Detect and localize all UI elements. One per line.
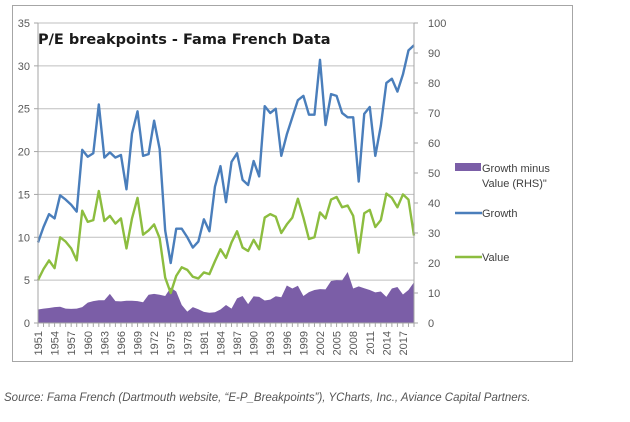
line-growth: [36, 44, 415, 265]
legend-label-growth-minus-value: Growth minus: [482, 163, 550, 175]
x-tick-label: 1957: [66, 331, 78, 355]
x-tick-label: 1960: [83, 331, 95, 355]
y2-tick-label: 60: [428, 138, 440, 150]
x-tick-label: 2002: [315, 331, 327, 355]
x-tick-label: 1987: [232, 331, 244, 355]
legend: Growth minus Value (RHS)" Growth Value: [455, 163, 550, 264]
x-tick-label: 1975: [166, 331, 178, 355]
chart-title: P/E breakpoints - Fama French Data: [38, 32, 331, 48]
gridlines: [38, 22, 414, 281]
line-value: [36, 189, 416, 295]
legend-label-growth: Growth: [482, 208, 517, 220]
y2-tick-label: 50: [428, 168, 440, 180]
x-tick-label: 2011: [365, 331, 377, 355]
x-tick-label: 1963: [99, 331, 111, 355]
x-tick-label: 1999: [298, 331, 310, 355]
x-tick-label: 1969: [133, 331, 145, 355]
x-tick-label: 1996: [282, 331, 294, 355]
legend-swatch-growth-minus-value: [455, 163, 481, 171]
chart: 0 5 10 15 20 25 30 35 0 10 20 30 40 50 60 70 80 90 100 1951…: [18, 18, 551, 355]
x-tick-label: 1972: [149, 331, 161, 355]
y2-tick-label: 90: [428, 48, 440, 60]
y2-tick-label: 0: [428, 318, 434, 330]
y2-tick-label: 30: [428, 228, 440, 240]
x-tick-label: 1978: [182, 331, 194, 355]
legend-label-value: Value: [482, 252, 509, 264]
x-tick-label: 2008: [348, 331, 360, 355]
x-tick-label: 1984: [215, 331, 227, 355]
x-tick-label: 1990: [249, 331, 261, 355]
y-tick-label: 5: [24, 275, 30, 287]
y-tick-label: 30: [18, 61, 30, 73]
y2-tick-label: 20: [428, 258, 440, 270]
y2-tick-label: 100: [428, 18, 446, 30]
y-tick-label: 0: [24, 318, 30, 330]
line-series-layer: [36, 44, 416, 295]
y2-tick-label: 70: [428, 108, 440, 120]
x-tick-label: 1993: [265, 331, 277, 355]
x-tick-label: 1981: [199, 331, 211, 355]
y2-tick-label: 40: [428, 198, 440, 210]
y-tick-label: 35: [18, 18, 30, 30]
y-tick-label: 10: [18, 232, 30, 244]
y-tick-label: 25: [18, 104, 30, 116]
x-tick-label: 1951: [33, 331, 45, 355]
x-tick-label: 2005: [332, 331, 344, 355]
y2-tick-label: 80: [428, 78, 440, 90]
y-tick-label: 15: [18, 189, 30, 201]
y2-tick-label: 10: [428, 288, 440, 300]
legend-label-growth-minus-value-line2: Value (RHS)": [482, 178, 547, 190]
y-tick-label: 20: [18, 147, 30, 159]
x-tick-label: 1966: [116, 331, 128, 355]
x-tick-label: 2014: [381, 331, 393, 355]
axes: 0 5 10 15 20 25 30 35 0 10 20 30 40 50 60 70 80 90 100 1951…: [18, 18, 447, 355]
area-growth-minus-value: [38, 272, 414, 323]
x-tick-label: 1954: [50, 331, 62, 355]
x-tick-label: 2017: [398, 331, 410, 355]
source-caption: Source: Fama French (Dartmouth website, …: [4, 392, 531, 404]
area-series-layer: [38, 272, 414, 323]
